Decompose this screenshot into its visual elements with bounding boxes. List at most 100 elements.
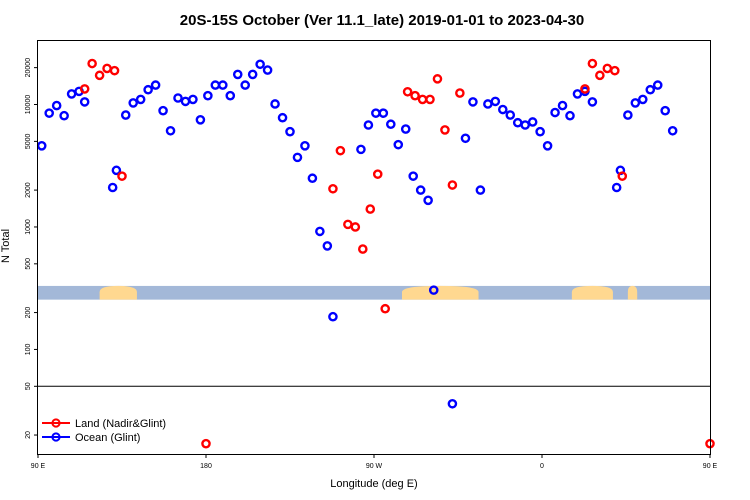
data-point (423, 195, 433, 206)
data-point (87, 58, 97, 69)
data-point (135, 94, 146, 105)
data-point (595, 70, 605, 81)
data-point (277, 112, 288, 123)
data-point (357, 244, 368, 254)
data-point (143, 84, 153, 95)
data-point (587, 58, 598, 69)
data-point (173, 93, 183, 103)
data-point (402, 86, 413, 97)
data-point (285, 126, 295, 137)
legend: Land (Nadir&Glint) Ocean (Glint) (42, 418, 166, 444)
y-tick-label: 20 (25, 431, 32, 439)
y-tick-label: 5000 (25, 133, 32, 149)
data-point (580, 84, 590, 94)
data-point (270, 99, 280, 109)
data-point (652, 80, 663, 90)
data-point (415, 185, 426, 195)
data-point (111, 165, 122, 176)
data-point (527, 117, 538, 127)
data-point (158, 105, 168, 116)
data-point (36, 141, 47, 151)
data-point (203, 90, 213, 101)
data-point (350, 222, 361, 232)
data-point (262, 65, 273, 75)
data-point (460, 133, 471, 144)
data-point (638, 94, 648, 105)
data-point (195, 115, 206, 125)
data-point (565, 110, 575, 121)
y-tick-label: 1000 (25, 219, 32, 235)
data-point (468, 97, 478, 107)
data-point (120, 110, 131, 120)
data-point (505, 110, 516, 120)
data-point (44, 108, 55, 118)
data-point (490, 96, 501, 107)
data-point (535, 126, 545, 137)
legend-entry-land: Land (Nadir&Glint) (42, 418, 166, 430)
x-tick-label: 0 (540, 463, 544, 470)
data-point (425, 94, 435, 105)
data-point (602, 63, 613, 74)
data-point (372, 169, 383, 179)
surface-band (38, 285, 710, 300)
series-land (79, 58, 715, 449)
x-tick-label: 90 E (31, 463, 46, 470)
legend-entry-ocean: Ocean (Glint) (42, 432, 140, 444)
data-point (475, 185, 486, 195)
x-axis-ticks: 90 E 180 90 W 0 90 E (31, 454, 718, 470)
land-band-segment (571, 285, 613, 300)
data-point (328, 311, 338, 322)
data-point (572, 89, 583, 99)
data-point (378, 108, 389, 118)
data-point (497, 104, 508, 115)
land-band-segment (402, 285, 479, 300)
ocean-band (38, 285, 710, 300)
data-point (417, 94, 428, 105)
y-tick-label: 2000 (25, 182, 32, 198)
data-point (483, 99, 493, 109)
x-axis-label: Longitude (deg E) (330, 478, 417, 490)
data-point (165, 125, 176, 136)
data-point (371, 108, 381, 118)
y-tick-label: 100 (25, 343, 32, 355)
data-point (240, 80, 250, 90)
data-point (380, 303, 391, 314)
data-point (542, 141, 553, 151)
y-tick-label: 500 (25, 258, 32, 270)
data-point (408, 171, 419, 181)
data-point (447, 398, 458, 409)
data-point (550, 107, 560, 118)
data-point (428, 285, 439, 295)
data-point (617, 171, 628, 181)
data-point (322, 241, 333, 251)
land-band-segment (627, 285, 638, 300)
data-point (512, 117, 523, 128)
data-point (610, 65, 620, 76)
data-point (587, 97, 598, 107)
y-axis-ticks: 20 50 100 200 500 1000 2000 5000 10000 20000 (25, 58, 38, 439)
data-point (59, 110, 69, 121)
x-tick-label: 90 E (703, 463, 718, 470)
data-point (335, 145, 346, 156)
data-point (292, 152, 303, 163)
x-tick-label: 90 W (366, 463, 383, 470)
data-point (393, 139, 404, 150)
data-point (645, 84, 656, 95)
data-point (117, 171, 127, 181)
legend-swatch-marker (51, 432, 61, 442)
legend-label-ocean: Ocean (Glint) (75, 432, 140, 444)
data-point (365, 204, 376, 214)
data-point (150, 80, 161, 90)
legend-label-land: Land (Nadir&Glint) (75, 418, 166, 430)
data-point (225, 90, 236, 101)
data-point (79, 84, 90, 94)
data-point (343, 219, 353, 230)
data-point (247, 69, 258, 80)
data-point (440, 125, 450, 135)
data-point (557, 100, 568, 111)
y-tick-label: 10000 (25, 95, 32, 115)
x-tick-label: 180 (200, 463, 212, 470)
data-point (109, 65, 120, 76)
data-point (447, 180, 458, 190)
